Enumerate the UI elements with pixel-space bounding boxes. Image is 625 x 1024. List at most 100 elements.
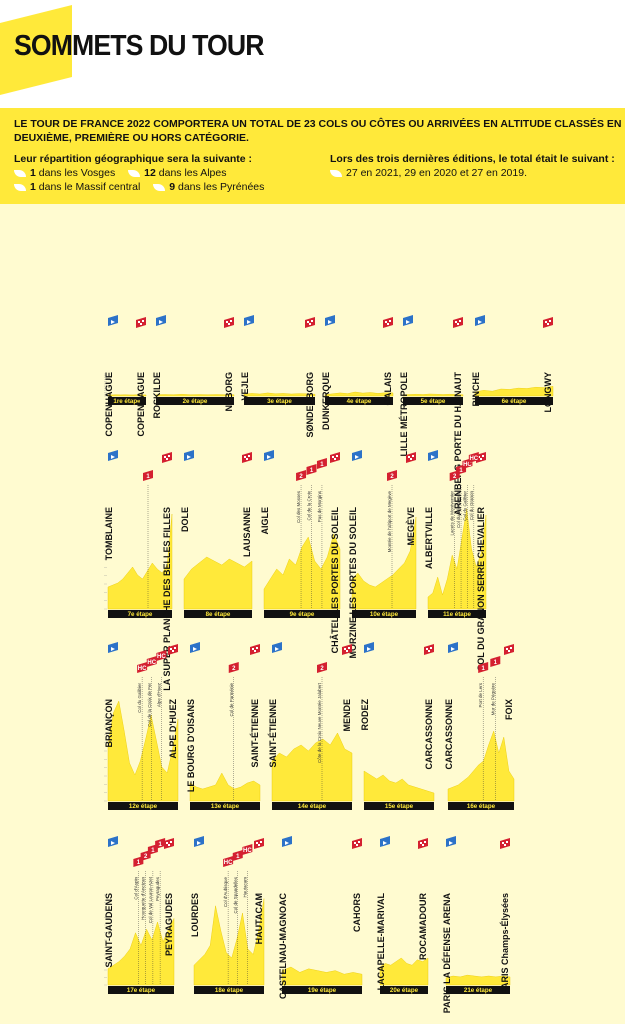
start-town: ALBERTVILLE <box>424 507 434 569</box>
stage-panel: 20e étape LACAPELLE-MARIVAL ROCAMADOUR <box>376 836 429 994</box>
play-icon <box>193 647 197 651</box>
climb-name: Col d'Aubisque <box>223 877 228 908</box>
stage-label: 3e étape <box>267 398 292 405</box>
start-town: ROSKILDE <box>152 372 162 419</box>
play-icon <box>451 647 455 651</box>
checker-icon <box>166 841 172 846</box>
start-flag-icon <box>108 450 118 461</box>
start-flag-shape <box>475 315 485 326</box>
finish-flag-icon <box>254 838 264 849</box>
stage-label: 21e étape <box>464 987 493 994</box>
distribution-item: 12 dans les Alpes <box>128 166 226 180</box>
climb-name: Col de la Croix de Fer <box>147 683 152 727</box>
stage-label: 17e étape <box>127 987 156 994</box>
start-flag-shape <box>108 450 118 461</box>
climb-badge: 2 Col des Mosses <box>296 470 307 609</box>
distribution-heading: Leur répartition géographique sera la su… <box>14 153 253 165</box>
climb-badge: HC Hautacam <box>242 844 253 985</box>
finish-town: LONGWY <box>543 372 553 413</box>
finish-town: NYBORG <box>224 372 234 412</box>
start-flag-shape <box>264 450 274 461</box>
climb-flag-icon <box>242 844 253 855</box>
distribution-item: 1 dans le Massif central <box>14 180 140 194</box>
finish-flag-shape <box>453 317 463 328</box>
profile-area <box>271 732 353 802</box>
start-flag-icon <box>264 450 274 461</box>
climb-name: Pas de Morgins <box>317 490 322 522</box>
distribution-row: 1 dans les Vosges 12 dans les Alpes <box>14 166 274 180</box>
stage-label: 14e étape <box>298 803 327 810</box>
stage-label: 2e étape <box>183 398 208 405</box>
climb-name: Col de la Croix <box>307 490 312 520</box>
stage-panel: 13e étape LE BOURG D'OISANS SAINT-ÉTIENNE 2… <box>186 642 261 810</box>
start-town: PARIS LA DÉFENSE ARENA <box>442 893 452 1014</box>
checker-icon <box>332 455 338 460</box>
intro-text: LE TOUR DE FRANCE 2022 COMPORTERA UN TOT… <box>14 118 622 144</box>
finish-flag-icon <box>330 452 340 463</box>
stage-panel: 18e étape LOURDES HAUTACAM HC Col d'Aubisque… <box>190 836 265 994</box>
stage-bar <box>446 986 510 994</box>
climb-category: 1 <box>146 474 150 480</box>
climb-category: 1 <box>236 854 240 860</box>
start-town: LILLE MÉTROPOLE <box>399 372 409 457</box>
stage-bar <box>325 397 393 405</box>
start-flag-shape <box>272 642 282 653</box>
history-heading: Lors des trois dernières éditions, le to… <box>330 153 615 165</box>
stage-bar <box>352 610 416 618</box>
stage-bar <box>282 986 362 994</box>
start-flag-shape <box>108 642 118 653</box>
climb-name: Col des Mosses <box>296 490 301 523</box>
stage-bar <box>190 802 260 810</box>
climb-flag-icon <box>228 662 239 673</box>
stage-bar <box>194 986 264 994</box>
stage-label: 11e étape <box>443 611 471 618</box>
climb-flag-icon <box>155 838 166 849</box>
intro-box: LE TOUR DE FRANCE 2022 COMPORTERA UN TOT… <box>0 108 625 204</box>
start-flag-icon <box>475 315 485 326</box>
stage-bar <box>108 610 172 618</box>
finish-flag-shape <box>543 317 553 328</box>
finish-flag-shape <box>500 838 510 849</box>
climb-badge: HC Col du Granon <box>468 452 479 609</box>
finish-flag-shape <box>242 452 252 463</box>
climb-category: 2 <box>390 474 394 480</box>
climb-flag-icon <box>317 662 327 673</box>
start-town: CASTELNAU-MAGNOAC <box>278 893 288 999</box>
profile-area <box>183 556 253 610</box>
start-flag-shape <box>448 642 458 653</box>
start-flag-icon <box>446 836 456 847</box>
stage-bar <box>156 397 234 405</box>
altitude-axis <box>104 894 107 986</box>
stage-bar <box>364 802 434 810</box>
finish-flag-shape <box>224 317 234 328</box>
start-flag-shape <box>428 450 438 461</box>
distribution-item: 9 dans les Pyrénées <box>153 180 264 194</box>
stage-panel: 4e étape DUNKERQUE CALAIS <box>321 315 394 430</box>
profile-area <box>427 508 487 610</box>
climb-badge: 1 Port de Lers <box>478 662 489 801</box>
climb-category: 1 <box>158 842 162 848</box>
play-icon <box>187 455 191 459</box>
finish-town: PARIS Champs-Élysées <box>500 893 510 994</box>
climb-flag-icon <box>306 464 317 475</box>
checker-icon <box>226 320 232 325</box>
finish-town: SØNDERBORG <box>305 372 315 438</box>
stage-bar <box>108 397 146 405</box>
altitude-axis <box>104 508 107 610</box>
finish-town: FOIX <box>504 699 514 720</box>
finish-flag-shape <box>352 838 362 849</box>
start-flag-icon <box>380 836 390 847</box>
profile-area <box>155 393 235 397</box>
profile-area <box>107 513 173 610</box>
finish-flag-icon <box>224 317 234 328</box>
stage-label: 5e étape <box>421 398 446 405</box>
stage-bar <box>380 986 428 994</box>
distribution-block: Leur répartition géographique sera la su… <box>14 152 274 194</box>
finish-flag-icon <box>500 838 510 849</box>
climb-badge: 1 Peyragudes <box>155 838 166 985</box>
finish-town: LA SUPER PLANCHE DES BELLES FILLES <box>162 507 172 691</box>
climb-name: Mur de Péguère <box>490 683 495 716</box>
altitude-axis <box>104 373 107 397</box>
play-icon <box>328 320 332 324</box>
